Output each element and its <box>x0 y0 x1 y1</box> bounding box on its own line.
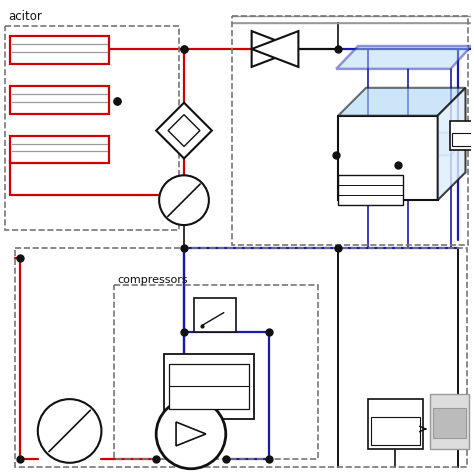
Text: PC: PC <box>432 396 445 406</box>
Bar <box>10 86 109 114</box>
Bar <box>164 355 254 419</box>
Polygon shape <box>336 46 472 69</box>
Bar <box>5 26 179 230</box>
Polygon shape <box>252 31 299 67</box>
Polygon shape <box>168 115 200 146</box>
Bar <box>232 16 468 245</box>
Text: acitor: acitor <box>8 10 42 23</box>
Bar <box>433 408 466 438</box>
Bar <box>371 417 420 445</box>
Circle shape <box>159 175 209 225</box>
Bar <box>194 298 236 332</box>
Bar <box>10 36 109 64</box>
Polygon shape <box>336 133 472 155</box>
Polygon shape <box>156 103 212 158</box>
Polygon shape <box>176 422 206 446</box>
Polygon shape <box>252 31 299 67</box>
Text: PT1: PT1 <box>452 123 471 132</box>
Bar <box>338 175 403 205</box>
Bar <box>430 394 469 449</box>
Circle shape <box>156 399 226 469</box>
Circle shape <box>38 399 101 463</box>
Polygon shape <box>438 88 465 200</box>
Text: PT1: PT1 <box>196 300 215 309</box>
Bar <box>15 248 467 467</box>
Bar <box>368 399 423 449</box>
Bar <box>449 120 474 150</box>
Bar <box>452 133 474 146</box>
Bar <box>10 136 109 164</box>
Polygon shape <box>338 88 465 116</box>
Bar <box>169 365 249 409</box>
Bar <box>114 285 318 459</box>
Text: ADC: ADC <box>372 403 394 413</box>
Text: compressors: compressors <box>118 275 188 285</box>
Bar <box>338 116 438 200</box>
